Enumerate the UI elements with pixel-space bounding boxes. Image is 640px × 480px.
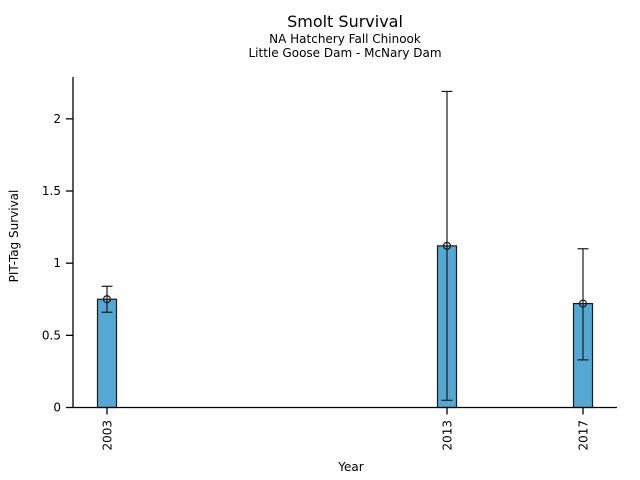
y-tick-label-2: 2 (53, 112, 61, 126)
x-tick-label-2017: 2017 (577, 420, 591, 451)
point-marker-2013 (442, 241, 452, 250)
y-tick-label-0: 0 (53, 401, 61, 415)
y-tick-label-1: 1 (53, 256, 61, 270)
chart-subtitle-1: NA Hatchery Fall Chinook (269, 32, 421, 46)
chart-subtitle-2: Little Goose Dam - McNary Dam (248, 46, 442, 60)
point-marker-2017 (578, 299, 588, 308)
x-tick-label-2013: 2013 (441, 420, 455, 451)
y-tick-label-0.5: 0.5 (42, 328, 61, 342)
bar-2003 (96, 298, 118, 409)
point-marker-2003 (102, 295, 112, 304)
x-tick-label-2003: 2003 (101, 420, 115, 451)
x-axis-title: Year (338, 460, 364, 474)
y-tick-label-1.5: 1.5 (42, 184, 61, 198)
chart-title: Smolt Survival (287, 12, 403, 31)
